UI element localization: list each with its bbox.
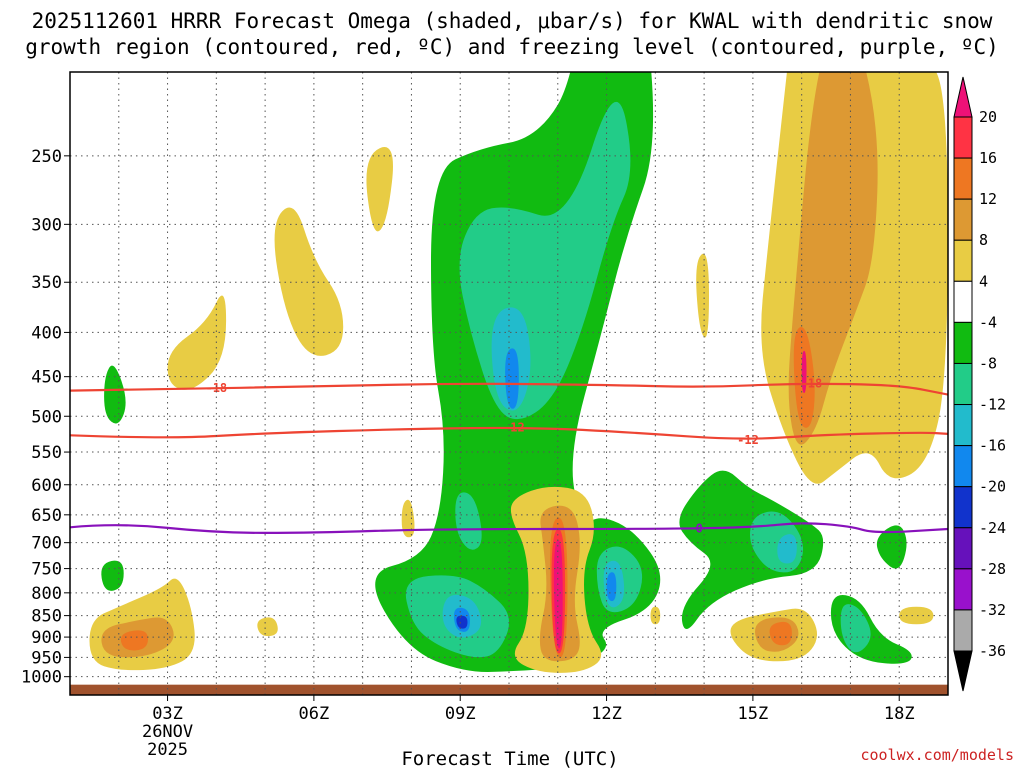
colorbar-tick-label: -16 — [979, 437, 1006, 455]
y-tick-label: 750 — [31, 560, 62, 580]
colorbar: 20 16 12 8 4 -4 -8 -12 -16 -20 -24 -28 -32 -36 — [953, 76, 1006, 692]
contour-label: -12 — [503, 421, 525, 435]
colorbar-tick-label: -32 — [979, 601, 1006, 619]
x-tick-year: 2025 — [147, 740, 188, 760]
contour-label: -18 — [801, 376, 823, 390]
plot-area: -18 -18 -12 -12 0 250 300 350 400 450 500 550 600 650… — [21, 71, 949, 760]
omega-region — [401, 499, 415, 538]
chart-title-line2: growth region (contoured, red, ºC) and f… — [25, 35, 999, 59]
omega-region — [606, 572, 617, 602]
omega-region — [553, 539, 563, 649]
colorbar-tick-label: 8 — [979, 231, 988, 249]
colorbar-tick-label: 4 — [979, 272, 988, 290]
colorbar-tick-label: -24 — [979, 519, 1006, 537]
y-tick-label: 550 — [31, 443, 62, 463]
omega-region — [167, 295, 227, 390]
plot-frame — [69, 71, 949, 696]
colorbar-segment — [953, 157, 973, 200]
x-axis-label: Forecast Time (UTC) — [401, 748, 618, 768]
omega-region — [257, 617, 278, 637]
credit-text: coolwx.com/models — [860, 746, 1014, 764]
contour-label: 0 — [696, 521, 703, 535]
colorbar-tick-label: 16 — [979, 149, 997, 167]
colorbar-tick-label: -12 — [979, 396, 1006, 414]
omega-field: -18 -18 -12 -12 0 — [70, 72, 948, 695]
colorbar-segment — [953, 116, 973, 159]
y-tick-label: 900 — [31, 628, 62, 648]
x-tick-label: 09Z — [445, 704, 476, 724]
omega-region — [679, 470, 824, 629]
y-tick-label: 500 — [31, 407, 62, 427]
y-tick-label: 700 — [31, 534, 62, 554]
y-tick-label: 950 — [31, 648, 62, 668]
colorbar-segment — [953, 486, 973, 529]
contour-line — [70, 522, 948, 535]
colorbar-segment — [953, 609, 973, 652]
omega-region — [801, 350, 807, 393]
y-tick-label: 650 — [31, 506, 62, 526]
grid — [70, 72, 948, 695]
y-tick-label: 800 — [31, 584, 62, 604]
contour-line — [70, 382, 948, 396]
omega-region — [876, 525, 907, 569]
colorbar-segment — [953, 404, 973, 447]
colorbar-segment — [953, 321, 973, 364]
colorbar-segment — [953, 568, 973, 611]
colorbar-bottom-arrow — [953, 650, 973, 692]
omega-region — [505, 348, 519, 409]
colorbar-tick-label: -8 — [979, 354, 997, 372]
omega-region — [777, 534, 797, 564]
colorbar-segment — [953, 362, 973, 406]
omega-region — [274, 207, 344, 356]
colorbar-tick-label: -4 — [979, 313, 997, 331]
colorbar-top-arrow — [953, 76, 973, 118]
colorbar-tick-label: -36 — [979, 642, 1006, 660]
omega-region — [456, 615, 468, 629]
omega-region — [366, 147, 393, 232]
contour-line — [70, 426, 948, 440]
y-tick-label: 300 — [31, 215, 62, 235]
colorbar-segment — [953, 445, 973, 488]
omega-region — [101, 560, 124, 591]
omega-region — [769, 621, 792, 646]
colorbar-tick-label: 20 — [979, 108, 997, 126]
y-tick-label: 600 — [31, 476, 62, 496]
y-tick-label: 450 — [31, 368, 62, 388]
x-tick-date: 26NOV — [142, 722, 193, 742]
colorbar-tick-label: -20 — [979, 478, 1006, 496]
x-tick-label: 18Z — [884, 704, 915, 724]
y-tick-label: 1000 — [21, 668, 62, 688]
omega-region — [455, 492, 482, 550]
y-tick-label: 350 — [31, 273, 62, 293]
terrain-strip — [70, 684, 948, 695]
colorbar-segment — [953, 527, 973, 570]
x-tick-label: 03Z — [152, 704, 183, 724]
y-tick-label: 250 — [31, 147, 62, 167]
colorbar-segment — [953, 239, 973, 282]
colorbar-segment — [953, 280, 973, 323]
y-tick-label: 400 — [31, 323, 62, 343]
omega-region — [120, 630, 148, 651]
colorbar-segment — [953, 198, 973, 241]
colorbar-tick-label: 12 — [979, 190, 997, 208]
omega-region — [104, 365, 126, 424]
omega-region — [899, 606, 934, 625]
omega-region — [650, 606, 661, 625]
x-tick-label: 15Z — [738, 704, 769, 724]
colorbar-tick-label: -28 — [979, 560, 1006, 578]
y-tick-label: 850 — [31, 607, 62, 627]
contour-label: -18 — [205, 381, 227, 395]
contour-label: -12 — [737, 433, 759, 447]
x-tick-label: 06Z — [299, 704, 330, 724]
chart-title-line1: 2025112601 HRRR Forecast Omega (shaded, … — [32, 9, 993, 33]
omega-region — [696, 253, 709, 338]
omega-region — [840, 604, 871, 653]
x-tick-label: 12Z — [591, 704, 622, 724]
